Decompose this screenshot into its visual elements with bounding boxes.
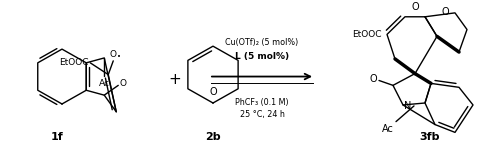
- Text: PhCF₃ (0.1 M): PhCF₃ (0.1 M): [235, 98, 289, 107]
- Text: 25 °C, 24 h: 25 °C, 24 h: [240, 110, 284, 119]
- Text: O: O: [110, 50, 116, 59]
- Text: Ac: Ac: [382, 124, 394, 134]
- Text: L (5 mol%): L (5 mol%): [235, 52, 289, 61]
- Text: N: N: [404, 101, 411, 111]
- Text: +: +: [168, 72, 181, 87]
- Text: 2b: 2b: [205, 132, 221, 142]
- Text: 3fb: 3fb: [420, 132, 440, 142]
- Text: 1f: 1f: [50, 132, 64, 142]
- Text: O: O: [209, 87, 217, 97]
- Text: Ac: Ac: [98, 79, 110, 88]
- Text: EtOOC: EtOOC: [352, 30, 382, 39]
- Text: EtOOC: EtOOC: [58, 58, 88, 67]
- Text: O: O: [442, 7, 450, 17]
- Text: •: •: [117, 54, 121, 60]
- Text: O: O: [370, 74, 377, 84]
- Text: O: O: [411, 2, 419, 12]
- Text: O: O: [119, 79, 126, 88]
- Text: Cu(OTf)₂ (5 mol%): Cu(OTf)₂ (5 mol%): [226, 38, 298, 47]
